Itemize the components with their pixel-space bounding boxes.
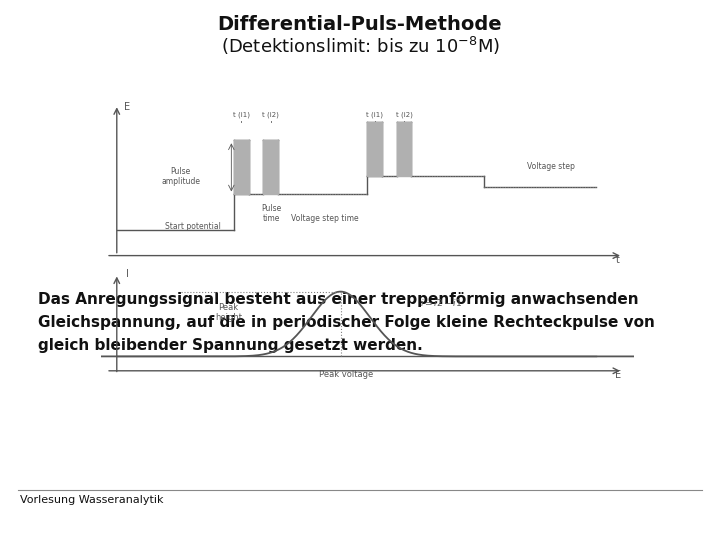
Text: t (i1): t (i1) <box>233 112 250 118</box>
Text: Peak
height: Peak height <box>215 303 242 322</box>
Text: Differential-Puls-Methode: Differential-Puls-Methode <box>217 16 503 35</box>
Text: t (i2): t (i2) <box>262 112 279 118</box>
Bar <box>397 123 411 177</box>
Text: t: t <box>616 255 619 265</box>
Text: $i = i2 - i1$: $i = i2 - i1$ <box>420 297 463 308</box>
Bar <box>264 140 278 194</box>
Text: Voltage step: Voltage step <box>527 162 575 171</box>
Text: Voltage step time: Voltage step time <box>291 214 359 224</box>
Text: t (i1): t (i1) <box>366 112 383 118</box>
Text: Vorlesung Wasseranalytik: Vorlesung Wasseranalytik <box>20 495 163 505</box>
Bar <box>367 123 382 177</box>
Text: I: I <box>126 269 129 279</box>
Text: t (i2): t (i2) <box>395 112 413 118</box>
Text: E: E <box>125 102 130 112</box>
Text: Das Anregungssignal besteht aus einer treppenförmig anwachsenden
Gleichspannung,: Das Anregungssignal besteht aus einer tr… <box>38 292 655 353</box>
Bar <box>234 140 249 194</box>
Text: Start potential: Start potential <box>165 221 220 231</box>
Text: Pulse
amplitude: Pulse amplitude <box>161 167 200 186</box>
Text: Peak voltage: Peak voltage <box>319 370 373 379</box>
Text: (Detektionslimit: bis zu 10$^{-8}$M): (Detektionslimit: bis zu 10$^{-8}$M) <box>220 35 500 57</box>
Text: Pulse
time: Pulse time <box>261 204 282 224</box>
Text: E: E <box>615 370 621 380</box>
